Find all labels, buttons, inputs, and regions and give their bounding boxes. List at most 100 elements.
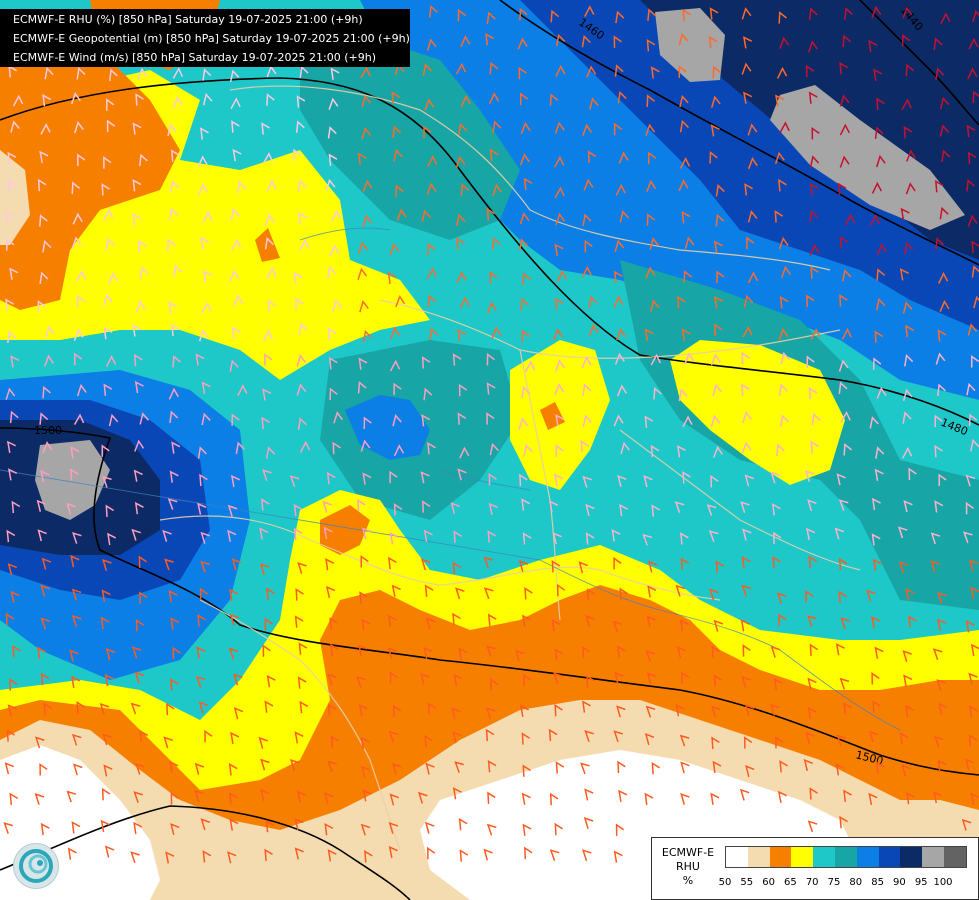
wind-barb [875,446,885,459]
wind-barb [934,180,944,193]
wind-barb [327,126,337,139]
wind-barb [391,91,400,104]
wind-barb [711,95,721,108]
wind-barb [460,35,471,48]
wind-barb [455,62,467,75]
wind-barb [715,183,725,197]
wind-barb [236,180,247,194]
wind-barb [836,734,847,747]
wind-barb [742,325,753,338]
wind-barb [392,413,402,427]
wind-barb [520,297,530,311]
wind-barb [420,672,430,685]
wind-barb [972,90,979,104]
wind-barb [876,386,887,399]
wind-barb [232,148,242,162]
wind-barb [75,270,87,282]
wind-barb [486,707,496,720]
wind-barb [714,296,724,309]
wind-barb [930,532,941,545]
wind-barb [517,37,528,50]
wind-barb [357,380,367,394]
wind-barb [584,788,594,801]
legend-swatch [791,847,814,867]
wind-barb [172,67,184,79]
legend-tick-labels: 50 55 60 65 70 75 80 85 90 95 100 [719,877,965,891]
wind-barb [714,323,723,336]
wind-barb [103,156,112,169]
rhu-area-grey-west [35,440,110,520]
wind-barb [841,328,852,340]
wind-barb [808,91,818,104]
wind-barb [427,294,437,308]
wind-barb [486,823,497,836]
wind-barb [807,707,817,720]
wind-barb [71,614,82,627]
wind-barb [616,384,628,397]
wind-barb [773,678,783,691]
wind-barb [394,184,404,198]
wind-barb [74,121,84,134]
wind-barb [7,704,17,717]
wind-barb [456,237,465,250]
wind-barb [326,471,336,485]
wind-barb [235,441,245,455]
wind-barb [741,556,751,569]
wind-barb [841,268,852,282]
wind-barb [874,646,884,659]
wind-barb [582,123,593,136]
wind-barb [230,474,241,488]
wind-barb [937,383,946,397]
wind-barb [202,68,212,81]
wind-barb [709,151,718,164]
wind-barb [139,729,148,743]
wind-barb [675,703,685,717]
wind-barb [614,239,625,253]
wind-barb [740,619,750,632]
wind-barb [388,730,399,743]
wind-barb [838,499,849,511]
wind-barb [773,531,782,545]
wind-barb [519,704,530,718]
wind-barb [169,180,180,193]
wind-barb [458,123,468,136]
wind-barb [262,469,272,481]
wind-barb [968,559,979,572]
wind-barb [806,527,816,541]
wind-barb [973,295,979,309]
wind-barb [808,387,818,400]
wind-barb [710,474,719,488]
wind-barb [420,471,430,484]
wind-barb [358,644,368,657]
wind-barb [554,822,564,836]
wind-barb [876,243,887,256]
wind-barb [620,441,630,455]
wind-barb [616,645,626,658]
wind-barb [421,356,431,369]
wind-barb [519,473,528,487]
wind-barb [712,65,722,79]
wind-barb [37,529,47,542]
rhu-area-grey-ne [770,85,965,230]
wind-barb [42,385,51,399]
wind-barb [170,678,179,691]
wind-barb [645,705,656,718]
wind-barb [807,499,817,512]
wind-barb [871,533,881,546]
wind-barb [237,384,248,397]
wind-barb [327,703,337,716]
wind-barb [968,734,978,747]
wind-barb [780,265,791,278]
wind-barb [289,475,300,487]
wind-barb [421,209,431,222]
wind-barb [807,615,817,627]
wind-barb [5,298,14,311]
wind-barb [71,588,82,601]
wind-barb [233,707,244,720]
wind-barb [586,65,597,78]
wind-barb [395,294,406,308]
wind-barb [262,388,272,401]
wind-barb [453,530,463,543]
wind-barb [102,559,112,571]
wind-barb [324,792,334,805]
